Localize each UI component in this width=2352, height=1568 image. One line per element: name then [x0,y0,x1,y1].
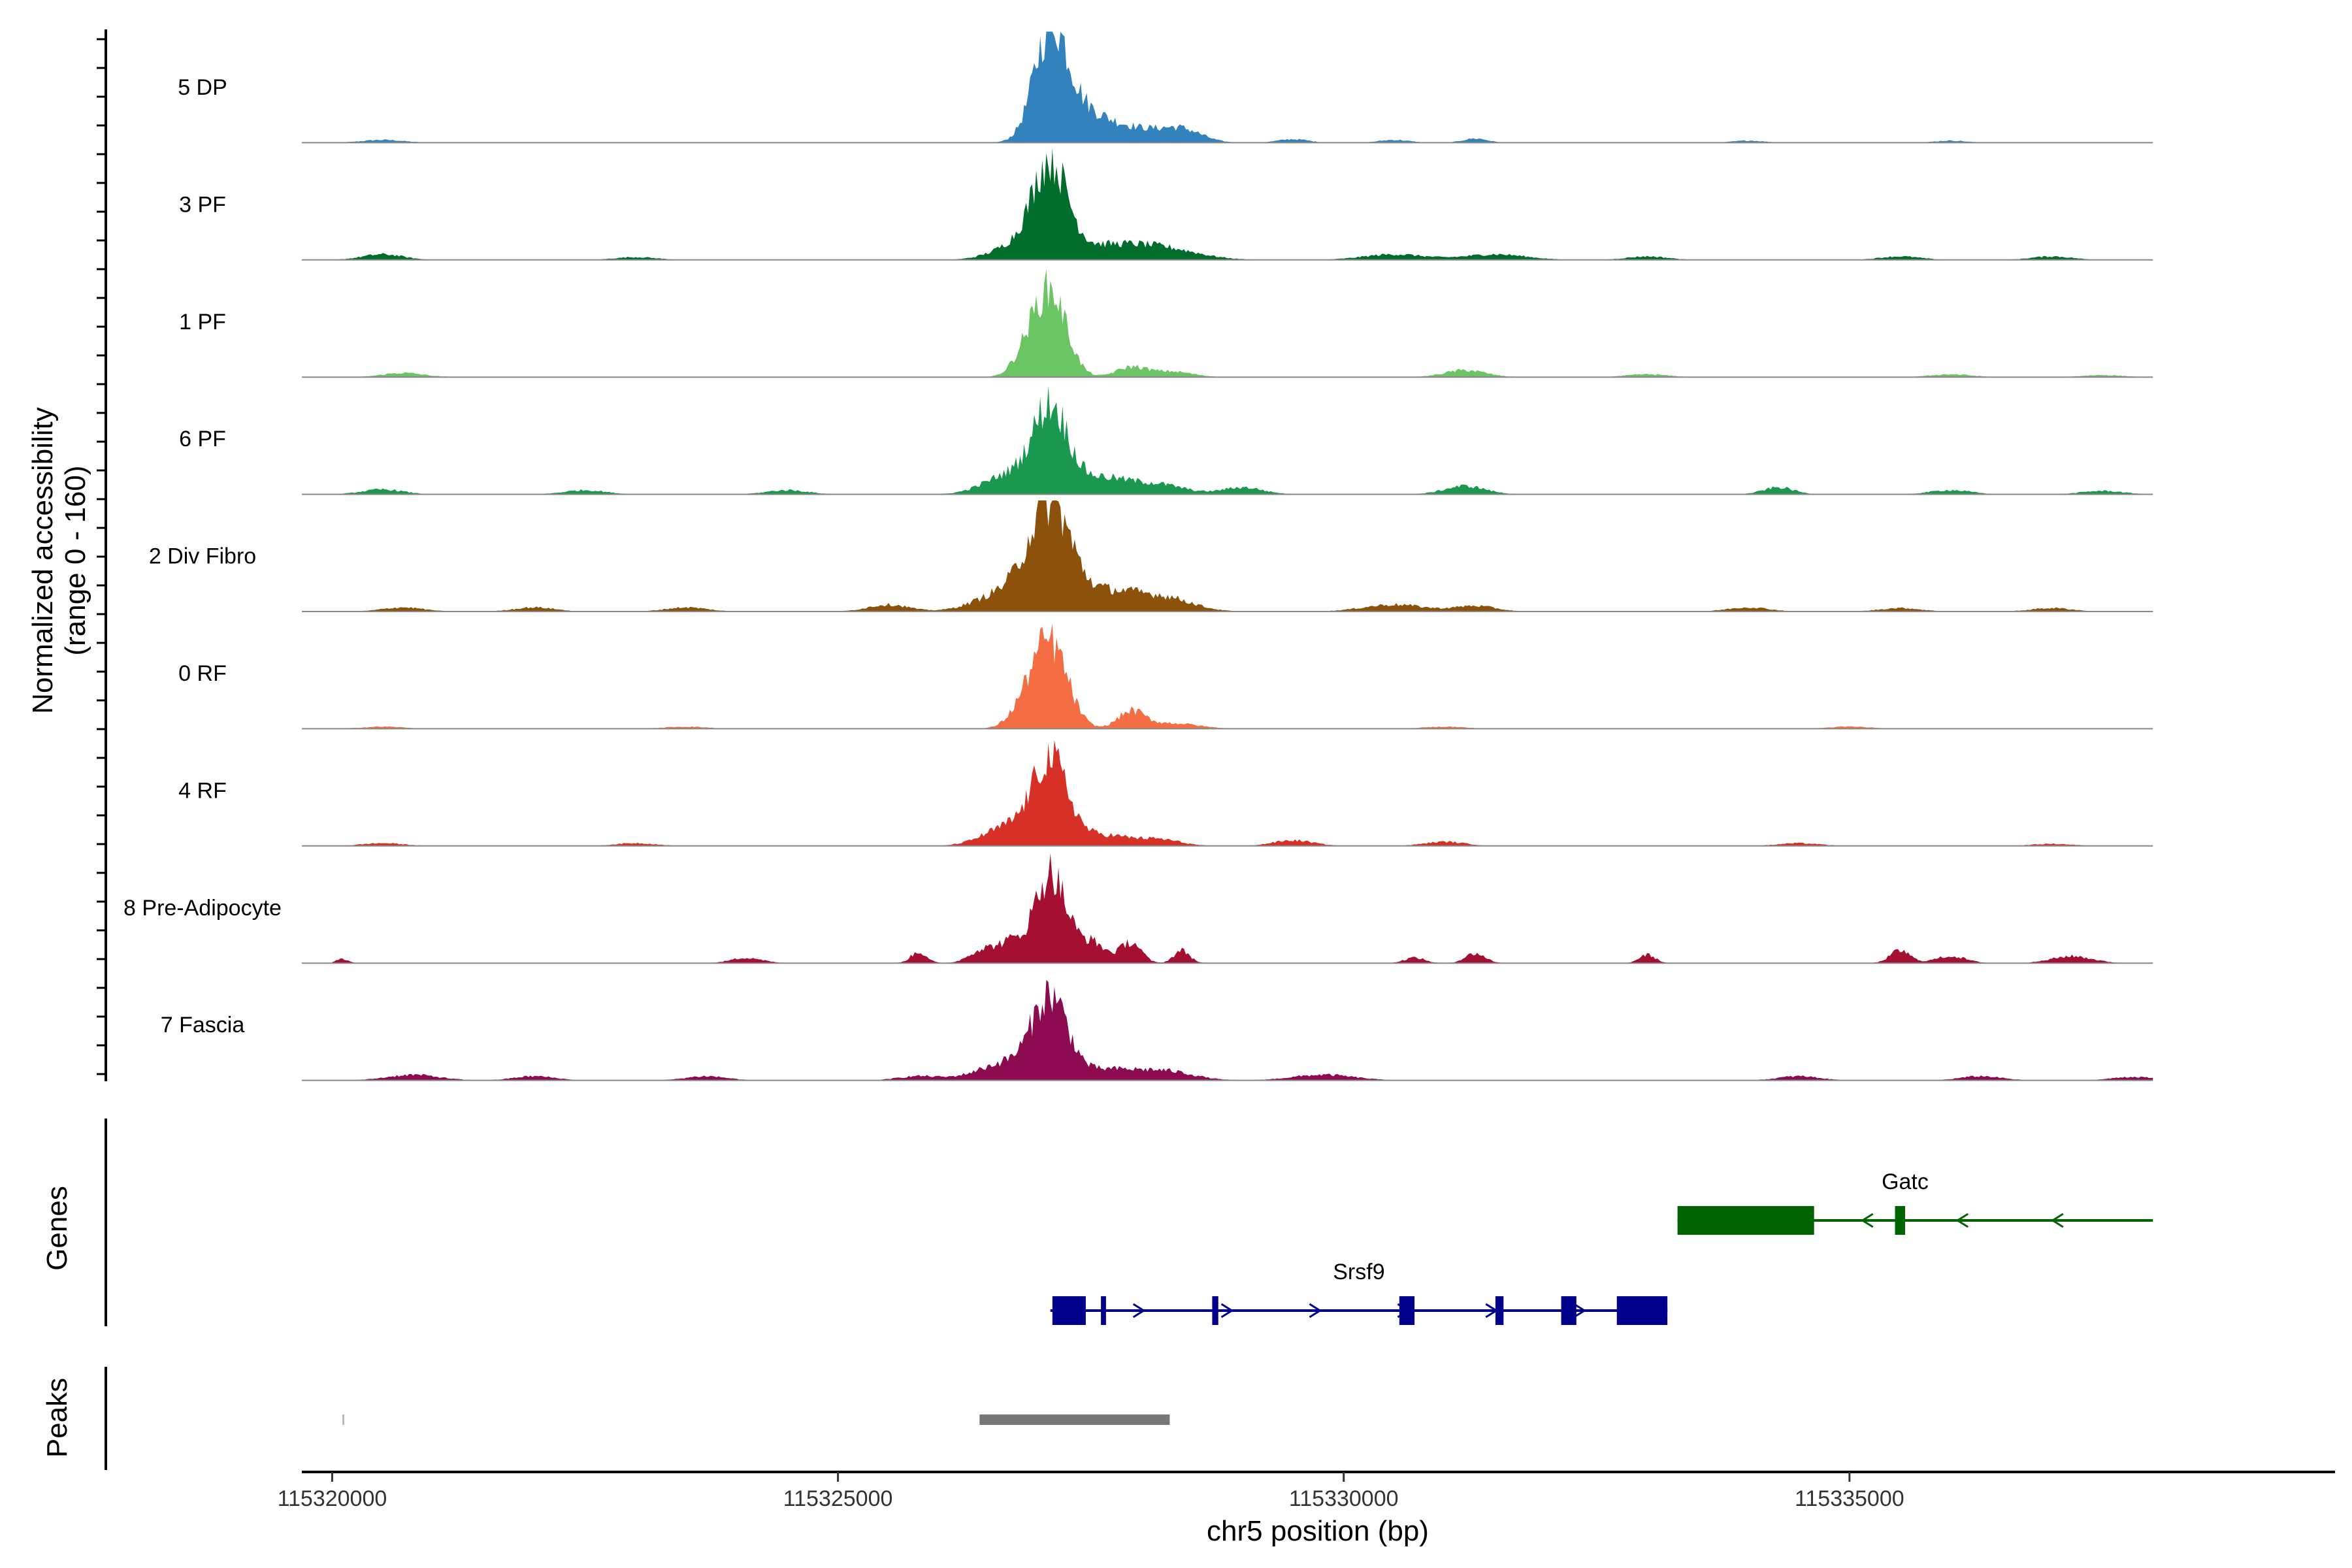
coverage-track: 8 Pre-Adipocyte [123,853,2153,964]
track-label: 5 DP [178,75,227,100]
gene-exon [1101,1296,1106,1325]
coverage-track: 2 Div Fibro [149,500,2153,612]
coverage-area [332,740,2153,846]
peaks-group-label: Peaks [41,1378,73,1458]
gene-exon [1561,1296,1576,1325]
y-axis-title: Normalized accessibility (range 0 - 160) [27,407,91,713]
x-tick-label: 115325000 [783,1486,893,1511]
coverage-area [332,269,2153,378]
strand-chevron [1309,1303,1322,1318]
coverage-track: 7 Fascia [161,979,2153,1081]
strand-chevron [1955,1213,1969,1228]
coverage-axis-ticks [97,38,106,1075]
strand-chevron [1220,1303,1234,1318]
genes-group-label: Genes [41,1186,73,1271]
coverage-area [332,385,2153,495]
gene-exon [1399,1296,1415,1325]
track-label: 8 Pre-Adipocyte [123,896,282,921]
gene-label: Srsf9 [1333,1260,1384,1284]
track-label: 4 RF [178,778,227,803]
x-axis-title: chr5 position (bp) [1207,1515,1429,1547]
y-axis-title-line1: Normalized accessibility [27,407,59,713]
coverage-area [332,623,2153,729]
track-label: 2 Div Fibro [149,544,256,569]
x-axis-ticks: 115320000 115325000 115330000 115335000 [278,1472,1904,1511]
coverage-track: 0 RF [178,623,2153,730]
gene-model: Gatc [1677,1169,2153,1235]
coverage-track: 5 DP [178,31,2153,144]
strand-chevron [2050,1213,2064,1228]
coverage-track: 4 RF [178,740,2153,847]
coverage-area [332,500,2153,612]
track-label: 0 RF [178,661,227,686]
track-label: 6 PF [179,427,226,451]
gene-exon [1677,1206,1814,1235]
x-tick-label: 115335000 [1795,1486,1904,1511]
gene-annotations: Srsf9 Gatc [1050,1169,2153,1325]
strand-chevron [1573,1303,1587,1318]
coverage-track: 1 PF [179,269,2153,378]
coverage-area [332,979,2153,1081]
peak-region [342,1414,345,1425]
y-axis-title-line2: (range 0 - 160) [59,465,91,655]
x-tick-label: 115330000 [1289,1486,1399,1511]
strand-chevron [1132,1303,1146,1318]
coverage-track: 6 PF [179,385,2153,495]
track-label: 1 PF [179,310,226,335]
coverage-area [332,853,2153,964]
gene-model: Srsf9 [1050,1260,1668,1325]
gene-exon [1616,1296,1668,1325]
x-tick-label: 115320000 [278,1486,387,1511]
track-label: 7 Fascia [161,1013,245,1037]
coverage-area [332,148,2153,260]
peak-regions [342,1414,1170,1425]
coverage-area [332,31,2153,143]
gene-exon [1895,1206,1905,1235]
coverage-tracks: 5 DP 3 PF 1 PF 6 PF 2 Div Fibro 0 RF 4 RF 8 Pre… [123,31,2153,1081]
gene-exon [1495,1296,1504,1325]
strand-chevron [1860,1213,1874,1228]
gene-label: Gatc [1882,1169,1929,1194]
coverage-track: 3 PF [179,148,2153,261]
peak-region [979,1414,1170,1425]
gene-exon [1052,1296,1086,1325]
track-label: 3 PF [179,192,226,217]
gene-exon [1212,1296,1218,1325]
